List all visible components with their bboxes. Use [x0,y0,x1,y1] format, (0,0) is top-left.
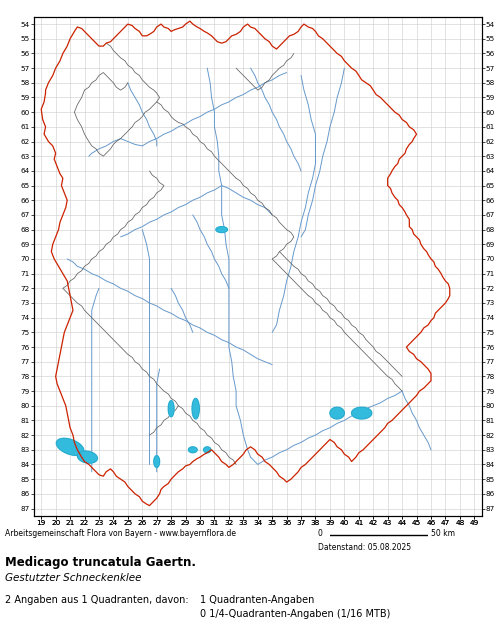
Polygon shape [352,407,372,419]
Polygon shape [192,399,200,419]
Text: Arbeitsgemeinschaft Flora von Bayern - www.bayernflora.de: Arbeitsgemeinschaft Flora von Bayern - w… [5,529,236,539]
Text: 0: 0 [318,529,322,539]
Polygon shape [56,438,84,455]
Text: Gestutzter Schneckenklee: Gestutzter Schneckenklee [5,573,141,583]
Polygon shape [168,401,174,417]
Polygon shape [78,451,98,463]
Text: 50 km: 50 km [431,529,455,539]
Text: Datenstand: 05.08.2025: Datenstand: 05.08.2025 [318,543,410,552]
Polygon shape [188,447,197,453]
Polygon shape [330,407,344,419]
Text: 0 1/4-Quadranten-Angaben (1/16 MTB): 0 1/4-Quadranten-Angaben (1/16 MTB) [200,609,390,619]
Text: 2 Angaben aus 1 Quadranten, davon:: 2 Angaben aus 1 Quadranten, davon: [5,595,188,605]
Polygon shape [204,447,211,453]
Text: Medicago truncatula Gaertn.: Medicago truncatula Gaertn. [5,556,196,569]
Polygon shape [154,456,160,467]
Polygon shape [216,227,228,232]
Text: 1 Quadranten-Angaben: 1 Quadranten-Angaben [200,595,314,605]
